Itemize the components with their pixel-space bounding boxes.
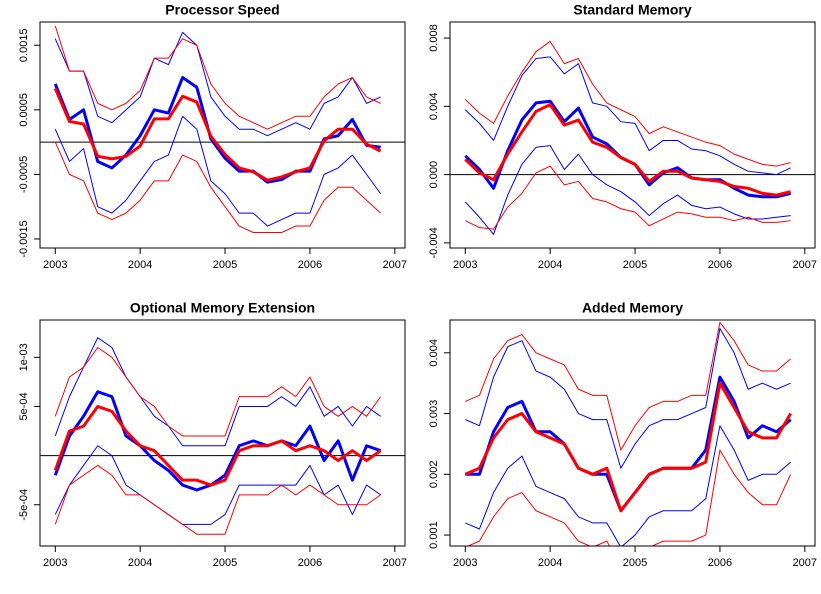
y-tick-label: 0.002 — [428, 461, 440, 489]
panel: Standard Memory 2003 2004 2005 2006 2007 -0.00… — [428, 2, 817, 271]
y-tick-label: 0.000 — [428, 161, 440, 189]
y-tick-label: 0.0005 — [18, 93, 30, 127]
x-tick-label: 2007 — [793, 557, 817, 569]
y-tick-label: -0.0005 — [18, 156, 30, 193]
panel-title: Optional Memory Extension — [130, 300, 315, 316]
series-line — [464, 103, 791, 197]
series-line — [54, 337, 381, 447]
series-line — [464, 381, 792, 513]
panel: Optional Memory Extension 2003 2004 2005 200… — [18, 300, 407, 569]
y-tick-label: 0.003 — [428, 400, 440, 428]
series-line — [54, 464, 381, 535]
series-line — [465, 321, 791, 451]
x-tick-label: 2003 — [43, 557, 67, 569]
plot-frame — [39, 319, 406, 547]
y-tick-label: -5e-04 — [18, 489, 30, 521]
x-tick-label: 2003 — [453, 557, 477, 569]
x-tick-label: 2004 — [128, 259, 152, 271]
plot-frame — [39, 21, 406, 249]
y-tick-label: 0.0015 — [18, 28, 30, 62]
x-tick-label: 2005 — [213, 557, 237, 569]
panel-title: Standard Memory — [573, 2, 691, 18]
y-tick-label: 1e-03 — [18, 343, 30, 371]
x-tick-label: 2004 — [538, 259, 562, 271]
series-line — [54, 141, 381, 233]
y-tick-label: 0.004 — [428, 339, 440, 367]
series-line — [53, 87, 382, 182]
panel-title: Processor Speed — [165, 2, 279, 18]
series-line — [54, 31, 381, 137]
plot-frame — [449, 21, 816, 249]
plot-frame — [449, 319, 816, 547]
y-tick-label: -0.004 — [428, 227, 440, 258]
series-line — [54, 25, 381, 130]
series-line — [466, 449, 792, 546]
series-line — [465, 328, 791, 469]
y-tick-label: 0.008 — [428, 24, 440, 52]
series-line — [54, 347, 382, 437]
series-line — [53, 404, 382, 487]
x-tick-label: 2004 — [128, 557, 152, 569]
series-line — [464, 40, 791, 167]
x-tick-label: 2005 — [623, 259, 647, 271]
x-tick-label: 2006 — [708, 259, 732, 271]
panel: Added Memory 2003 2004 2005 2006 2007 0.001 0.0… — [428, 300, 817, 569]
x-tick-label: 2004 — [538, 557, 562, 569]
y-tick-label: 0.001 — [428, 521, 440, 549]
y-tick-label: 5e-04 — [18, 392, 30, 420]
x-tick-label: 2006 — [298, 259, 322, 271]
series-line — [53, 390, 382, 492]
series-line — [465, 165, 791, 230]
x-tick-label: 2005 — [623, 557, 647, 569]
x-tick-label: 2007 — [793, 259, 817, 271]
x-tick-label: 2005 — [213, 259, 237, 271]
y-tick-label: -0.0015 — [18, 220, 30, 257]
x-tick-label: 2006 — [708, 557, 732, 569]
series-line — [465, 425, 791, 546]
x-tick-label: 2003 — [43, 259, 67, 271]
x-tick-label: 2006 — [298, 557, 322, 569]
series-line — [54, 445, 381, 525]
series-line — [464, 56, 791, 176]
series-line — [54, 115, 382, 227]
panel-title: Added Memory — [582, 300, 683, 316]
x-tick-label: 2003 — [453, 259, 477, 271]
x-tick-label: 2007 — [383, 557, 407, 569]
x-tick-label: 2007 — [383, 259, 407, 271]
series-line — [465, 375, 792, 513]
y-tick-label: 0.004 — [428, 93, 440, 121]
panel: Processor Speed 2003 2004 2005 2006 2007 -0.00… — [18, 2, 407, 271]
series-line — [464, 145, 791, 235]
